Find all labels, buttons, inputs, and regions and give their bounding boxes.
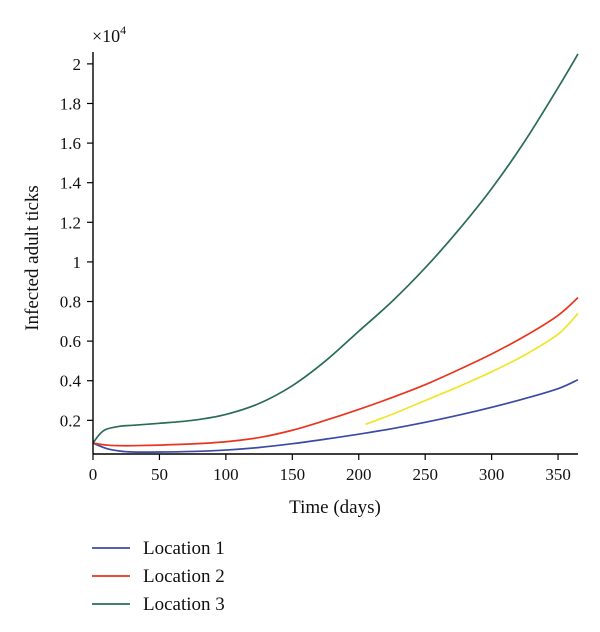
plot-area	[92, 53, 579, 453]
y-tick-label: 1.2	[60, 213, 81, 232]
legend-label-location-3: Location 3	[143, 594, 225, 615]
y-tick-label: 1	[73, 253, 82, 272]
x-tick-label: 200	[346, 465, 372, 484]
y-axis-ticks: 0.2 0.4 0.6 0.8 1 1.2 1.4 1.6 1.8 2	[60, 55, 93, 430]
y-axis-label: Infected adult ticks	[22, 185, 43, 331]
y-tick-label: 1.6	[60, 134, 81, 153]
y-tick-label: 2	[73, 55, 82, 74]
series-line-location-3	[92, 53, 579, 444]
x-axis-ticks: 0 50 100 150 200 250 300 350	[89, 454, 571, 484]
x-tick-label: 0	[89, 465, 98, 484]
series-line-location-1	[92, 378, 579, 453]
y-tick-label: 0.2	[60, 411, 81, 430]
legend-label-location-2: Location 2	[143, 566, 225, 587]
axis-multiplier-exponent: 4	[120, 23, 126, 37]
y-tick-label: 0.8	[60, 293, 81, 312]
x-tick-label: 300	[479, 465, 505, 484]
x-tick-label: 50	[151, 465, 168, 484]
x-tick-label: 150	[280, 465, 306, 484]
y-tick-label: 0.4	[60, 372, 82, 391]
x-tick-label: 100	[213, 465, 239, 484]
y-tick-label: 1.8	[60, 94, 81, 113]
axis-multiplier-base: ×10	[92, 26, 120, 46]
legend-label-location-1: Location 1	[143, 538, 225, 559]
x-tick-label: 350	[545, 465, 571, 484]
axis-multiplier: ×104	[92, 23, 126, 46]
series-line-unlabeled-3	[365, 312, 579, 426]
y-tick-label: 1.4	[60, 174, 82, 193]
y-tick-label: 0.6	[60, 332, 81, 351]
x-tick-label: 250	[412, 465, 438, 484]
series-line-location-2	[92, 296, 579, 447]
legend: Location 1 Location 2 Location 3	[92, 538, 225, 615]
axes	[92, 52, 578, 455]
x-axis-label: Time (days)	[289, 497, 381, 518]
